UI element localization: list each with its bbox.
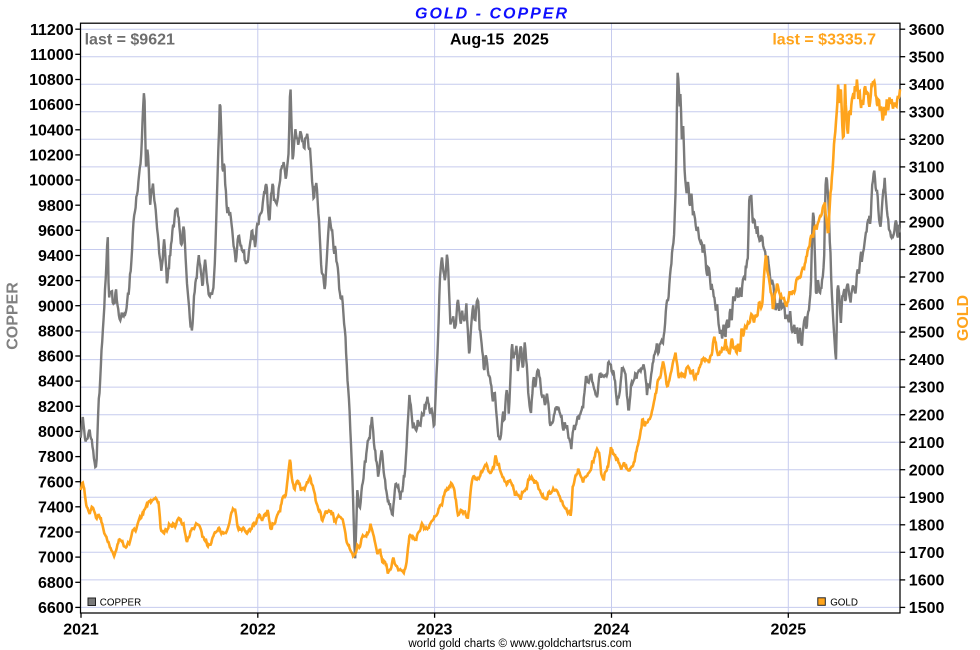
svg-text:3300: 3300 <box>909 104 945 121</box>
svg-text:last = $9621: last = $9621 <box>85 31 175 48</box>
svg-text:2200: 2200 <box>909 407 945 424</box>
svg-text:1500: 1500 <box>909 600 945 617</box>
svg-text:1900: 1900 <box>909 490 945 507</box>
svg-text:7200: 7200 <box>38 525 74 542</box>
svg-text:world gold charts © www.goldch: world gold charts © www.goldchartsrus.co… <box>407 638 631 650</box>
svg-text:1800: 1800 <box>909 517 945 534</box>
svg-text:2100: 2100 <box>909 435 945 452</box>
svg-text:7400: 7400 <box>38 499 74 516</box>
svg-text:2800: 2800 <box>909 242 945 259</box>
svg-text:2900: 2900 <box>909 215 945 232</box>
svg-text:11000: 11000 <box>30 47 74 64</box>
svg-text:GOLD: GOLD <box>830 598 858 609</box>
svg-text:COPPER: COPPER <box>100 598 141 609</box>
svg-text:8200: 8200 <box>38 399 74 416</box>
svg-text:8000: 8000 <box>38 424 74 441</box>
svg-text:2600: 2600 <box>909 297 945 314</box>
svg-text:1600: 1600 <box>909 573 945 590</box>
svg-text:GOLD: GOLD <box>955 295 972 341</box>
svg-text:9000: 9000 <box>38 298 74 315</box>
svg-text:7800: 7800 <box>38 449 74 466</box>
svg-text:8600: 8600 <box>38 349 74 366</box>
svg-text:10400: 10400 <box>29 122 74 139</box>
svg-text:last = $3335.7: last = $3335.7 <box>772 31 876 48</box>
svg-text:3500: 3500 <box>909 49 945 66</box>
svg-text:3000: 3000 <box>909 187 945 204</box>
svg-text:9400: 9400 <box>38 248 74 265</box>
svg-text:10800: 10800 <box>29 72 74 89</box>
svg-text:3400: 3400 <box>909 77 945 94</box>
svg-text:COPPER: COPPER <box>5 282 22 350</box>
svg-text:8400: 8400 <box>38 374 74 391</box>
svg-text:7600: 7600 <box>38 474 74 491</box>
svg-text:2000: 2000 <box>909 462 945 479</box>
svg-text:3100: 3100 <box>909 160 945 177</box>
svg-text:2024: 2024 <box>594 622 630 639</box>
svg-text:2300: 2300 <box>909 380 945 397</box>
svg-text:9600: 9600 <box>38 223 74 240</box>
svg-text:11200: 11200 <box>30 22 74 39</box>
svg-text:2700: 2700 <box>909 270 945 287</box>
svg-text:2023: 2023 <box>417 622 453 639</box>
svg-text:10600: 10600 <box>29 97 74 114</box>
svg-text:8800: 8800 <box>38 324 74 341</box>
svg-text:6800: 6800 <box>38 575 74 592</box>
svg-text:1700: 1700 <box>909 545 945 562</box>
svg-text:2021: 2021 <box>63 622 99 639</box>
svg-text:2400: 2400 <box>909 352 945 369</box>
svg-text:7000: 7000 <box>38 550 74 567</box>
svg-text:2025: 2025 <box>771 622 807 639</box>
svg-text:GOLD - COPPER: GOLD - COPPER <box>415 6 569 23</box>
svg-text:2022: 2022 <box>240 622 276 639</box>
svg-text:3600: 3600 <box>909 22 945 39</box>
svg-text:9800: 9800 <box>38 198 74 215</box>
svg-text:6600: 6600 <box>38 600 74 617</box>
svg-text:9200: 9200 <box>38 273 74 290</box>
svg-text:3200: 3200 <box>909 132 945 149</box>
svg-text:Aug-15 2025: Aug-15 2025 <box>450 32 549 49</box>
svg-text:2500: 2500 <box>909 325 945 342</box>
svg-text:10000: 10000 <box>29 173 74 190</box>
svg-text:10200: 10200 <box>29 148 74 165</box>
